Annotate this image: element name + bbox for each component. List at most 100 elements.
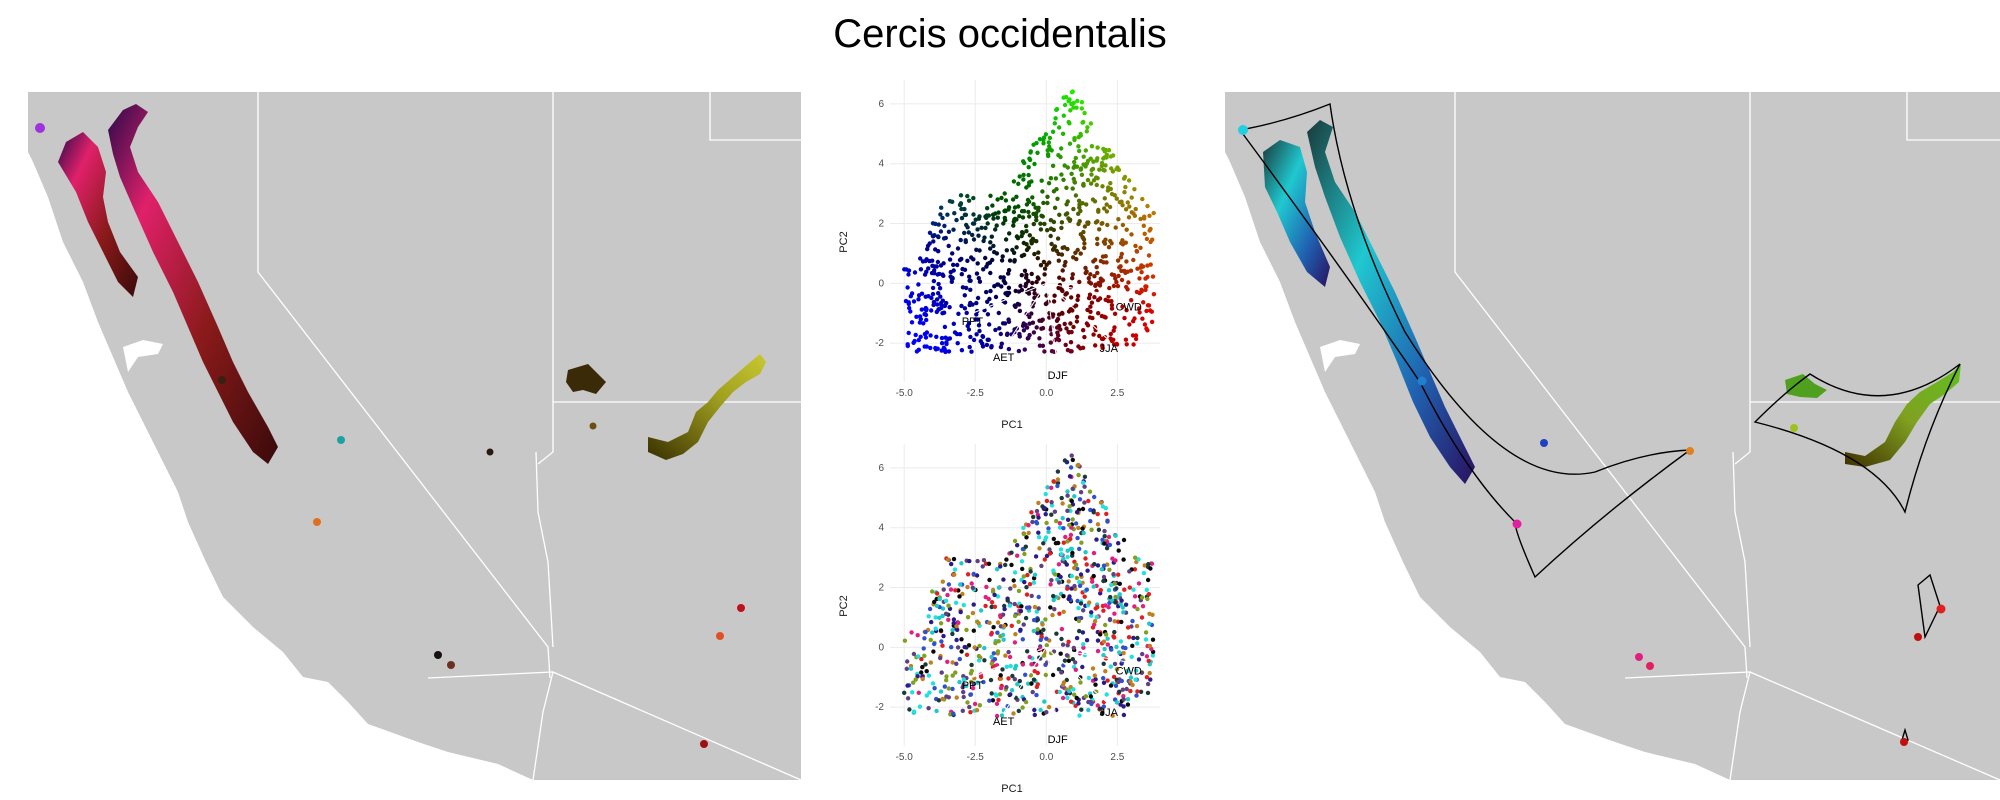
data-point xyxy=(1128,268,1134,273)
data-point xyxy=(1121,537,1127,543)
data-point xyxy=(1102,646,1107,652)
data-point xyxy=(1147,621,1152,626)
data-point xyxy=(1108,683,1114,688)
data-point xyxy=(1138,245,1143,250)
data-point xyxy=(974,573,980,578)
data-point xyxy=(1003,237,1009,242)
data-point xyxy=(959,303,964,309)
data-point xyxy=(940,579,945,584)
data-point xyxy=(1051,536,1056,542)
data-point xyxy=(1061,556,1066,561)
data-point xyxy=(1056,251,1061,257)
data-point xyxy=(1147,670,1152,676)
data-point xyxy=(961,694,966,700)
data-point xyxy=(985,221,990,226)
data-point xyxy=(1065,695,1070,701)
data-point xyxy=(1024,605,1030,610)
data-point xyxy=(1000,612,1006,617)
data-point xyxy=(1052,205,1058,210)
data-point xyxy=(940,643,945,648)
data-point xyxy=(1064,677,1069,683)
data-point xyxy=(983,603,988,609)
data-point xyxy=(905,342,910,347)
data-point xyxy=(1012,259,1017,264)
data-point xyxy=(935,591,940,596)
data-point xyxy=(1092,619,1098,624)
data-point xyxy=(1109,166,1114,171)
data-point xyxy=(1100,345,1105,351)
data-point xyxy=(972,645,977,650)
data-point xyxy=(1142,563,1147,568)
data-point xyxy=(1012,583,1017,589)
data-point xyxy=(1106,605,1111,610)
data-point xyxy=(1130,643,1135,648)
data-point xyxy=(949,645,954,650)
data-point xyxy=(1046,140,1051,145)
data-point xyxy=(1124,686,1129,692)
data-point xyxy=(1120,605,1125,610)
data-point xyxy=(1069,295,1074,300)
island xyxy=(290,598,306,606)
data-point xyxy=(923,662,928,667)
data-point xyxy=(932,599,937,605)
data-point xyxy=(1113,533,1118,538)
loading-label-aet: AET xyxy=(993,716,1015,728)
data-point xyxy=(1006,271,1011,276)
island xyxy=(1487,598,1503,606)
data-point xyxy=(988,193,993,198)
data-point xyxy=(954,217,959,223)
data-point xyxy=(991,651,996,656)
data-point xyxy=(1077,205,1082,210)
data-point xyxy=(1060,268,1065,273)
data-point xyxy=(936,281,941,287)
data-point xyxy=(1016,289,1022,294)
data-point xyxy=(1133,336,1139,342)
data-point xyxy=(1076,605,1081,611)
data-point xyxy=(924,693,929,698)
data-point xyxy=(974,300,979,306)
data-point xyxy=(928,333,933,338)
data-point xyxy=(1015,236,1021,241)
data-point xyxy=(1147,662,1152,667)
data-point xyxy=(1091,259,1096,264)
data-point xyxy=(926,706,931,711)
data-point xyxy=(1066,639,1071,644)
data-point xyxy=(965,193,970,199)
data-point xyxy=(1146,592,1152,597)
y-axis-label: PC2 xyxy=(838,231,850,252)
data-point xyxy=(1072,159,1077,165)
data-point xyxy=(956,311,961,316)
data-point xyxy=(1000,667,1005,672)
data-point xyxy=(971,628,976,633)
data-point xyxy=(1020,566,1025,572)
data-point xyxy=(1012,538,1018,544)
data-point xyxy=(1076,144,1081,149)
data-point xyxy=(1065,489,1070,494)
data-point xyxy=(1145,203,1150,209)
ocean xyxy=(1225,92,1730,780)
data-point xyxy=(1066,579,1071,584)
data-point xyxy=(1088,694,1094,699)
data-point xyxy=(1108,181,1113,186)
data-point xyxy=(1124,227,1129,232)
data-point xyxy=(1061,113,1066,118)
x-tick-label: 2.5 xyxy=(1110,752,1124,763)
data-point xyxy=(1112,661,1118,667)
data-point xyxy=(1042,272,1047,277)
data-point xyxy=(1137,290,1142,296)
data-point xyxy=(988,246,993,251)
data-point xyxy=(1006,676,1011,681)
data-point xyxy=(1145,596,1150,602)
loading-arrow xyxy=(1046,646,1129,663)
island xyxy=(328,652,343,664)
data-point xyxy=(1064,185,1069,190)
range-band-east xyxy=(648,354,766,460)
data-point xyxy=(909,630,914,635)
data-point xyxy=(1049,148,1054,153)
data-point xyxy=(935,259,941,265)
data-point xyxy=(1084,202,1089,207)
data-point xyxy=(951,617,957,622)
data-point xyxy=(1031,576,1037,581)
data-point xyxy=(945,659,950,664)
data-point xyxy=(1092,622,1097,627)
